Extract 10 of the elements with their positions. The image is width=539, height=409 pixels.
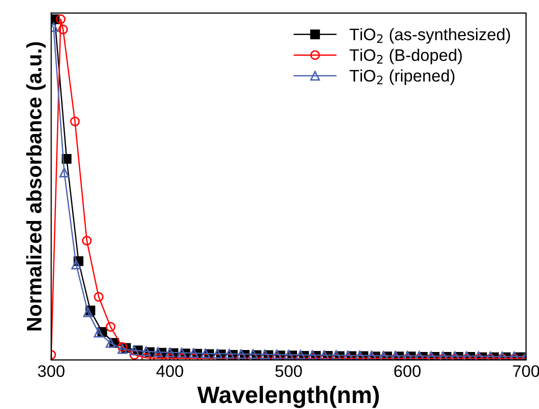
x-tick-label: 700 bbox=[513, 365, 539, 378]
x-tick-label: 400 bbox=[156, 365, 184, 378]
legend-label: TiO$_{2}$ (B-doped) bbox=[350, 48, 462, 64]
legend-label: TiO$_{2}$ (ripened) bbox=[350, 69, 454, 85]
x-tick-label: 600 bbox=[394, 365, 421, 378]
x-tick-label: 300 bbox=[38, 365, 64, 378]
x-tick-label: 500 bbox=[275, 365, 302, 378]
y-axis-title: Normalized absorbance (a.u.) bbox=[26, 42, 46, 330]
x-axis-title: Wavelength(nm) bbox=[197, 386, 379, 408]
legend-label: TiO$_{2}$ (as-synthesized) bbox=[350, 28, 510, 44]
